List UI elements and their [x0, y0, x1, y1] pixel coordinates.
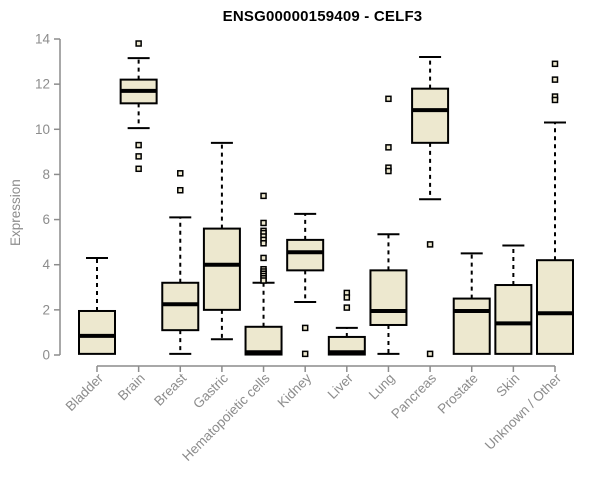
- outlier-marker-liver: [343, 304, 351, 311]
- box-breast: [161, 281, 200, 332]
- x-category-label-skin: Skin: [493, 371, 522, 400]
- box-liver: [327, 335, 366, 356]
- outlier-marker-hematopoietic-cells: [260, 219, 267, 227]
- box-pancreas: [411, 87, 450, 144]
- chart-title: ENSG00000159409 - CELF3: [222, 8, 423, 25]
- y-tick-label: 8: [42, 167, 50, 182]
- outlier-marker-pancreas: [426, 241, 434, 248]
- outlier-marker-unknown-other: [551, 96, 559, 104]
- box-bladder: [78, 309, 116, 355]
- y-tick-label: 0: [42, 348, 50, 363]
- outlier-marker-lung: [385, 144, 392, 151]
- x-category-label-bladder: Bladder: [63, 370, 107, 414]
- y-tick-label: 2: [42, 302, 50, 317]
- x-category-label-liver: Liver: [325, 370, 357, 402]
- outlier-marker-lung: [385, 95, 392, 103]
- outlier-marker-breast: [177, 170, 184, 177]
- x-category-label-prostate: Prostate: [435, 371, 481, 417]
- outlier-marker-brain: [135, 141, 142, 149]
- y-tick-label: 4: [42, 257, 50, 272]
- box-unknown-other: [536, 259, 574, 355]
- outlier-marker-hematopoietic-cells: [260, 240, 267, 247]
- outlier-marker-brain: [135, 40, 142, 47]
- box-gastric: [202, 227, 241, 311]
- x-category-label-unknown-other: Unknown / Other: [482, 370, 565, 453]
- outlier-marker-lung: [385, 167, 392, 175]
- outlier-marker-brain: [135, 165, 142, 173]
- outlier-marker-hematopoietic-cells: [260, 277, 267, 284]
- y-tick-label: 6: [42, 212, 50, 227]
- outlier-marker-hematopoietic-cells: [260, 192, 267, 200]
- box-kidney: [286, 238, 325, 272]
- x-category-label-breast: Breast: [151, 370, 189, 408]
- outlier-marker-pancreas: [426, 350, 434, 358]
- outlier-marker-liver: [343, 294, 351, 301]
- y-tick-label: 10: [35, 122, 50, 137]
- x-category-label-brain: Brain: [115, 371, 148, 404]
- x-category-label-kidney: Kidney: [275, 370, 315, 410]
- outlier-marker-kidney: [301, 324, 309, 332]
- outlier-marker-brain: [135, 153, 142, 160]
- outlier-marker-unknown-other: [551, 60, 559, 68]
- box-lung: [369, 269, 408, 326]
- outlier-marker-kidney: [301, 350, 309, 358]
- y-tick-label: 14: [35, 32, 51, 47]
- box-prostate: [452, 297, 491, 355]
- box-skin: [494, 284, 533, 355]
- x-category-label-pancreas: Pancreas: [388, 370, 439, 421]
- x-category-label-gastric: Gastric: [190, 370, 231, 411]
- outlier-marker-hematopoietic-cells: [260, 254, 267, 262]
- y-tick-label: 12: [35, 77, 50, 92]
- x-category-label-lung: Lung: [366, 371, 398, 403]
- outlier-marker-breast: [177, 186, 184, 194]
- box-hematopoietic-cells: [244, 325, 283, 356]
- outlier-marker-unknown-other: [551, 76, 559, 83]
